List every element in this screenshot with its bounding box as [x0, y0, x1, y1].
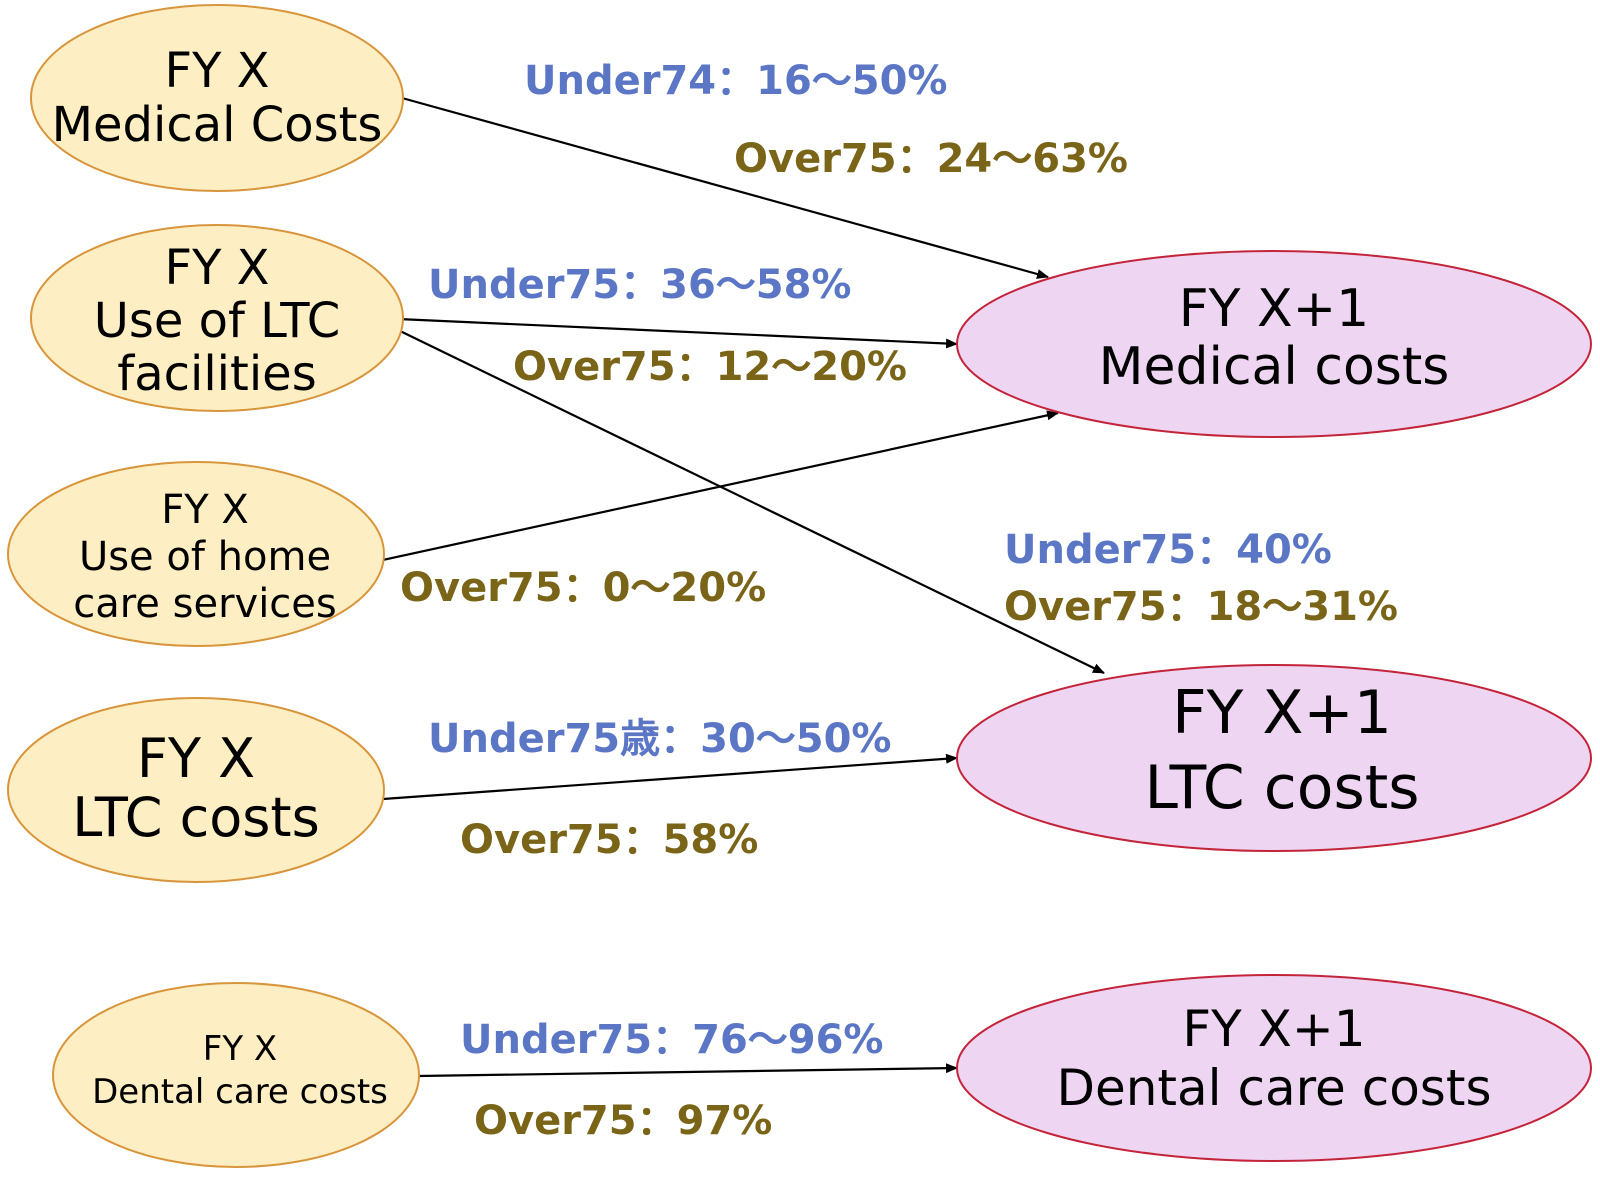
edge-facilities-to-medical — [397, 317, 958, 349]
node-fyx1-ltc-costs: FY X+1 LTC costs — [956, 664, 1592, 852]
node-line: Medical Costs — [52, 97, 383, 153]
edge-facilities-to-ltc — [397, 329, 1105, 674]
node-line: FY X+1 — [1182, 1000, 1365, 1058]
label-ltc-under: Under75歳：30～50% — [428, 716, 892, 762]
node-line: Use of LTC — [94, 293, 341, 349]
label-ltc-over: Over75：58% — [460, 817, 758, 863]
label-facilities-over: Over75：12～20% — [513, 344, 907, 390]
node-line: Use of home — [79, 534, 331, 580]
node-fyx-dental-care-costs: FY X Dental care costs — [52, 982, 420, 1168]
label-facilities-ltc-under: Under75：40% — [1004, 527, 1332, 573]
node-line: FY X — [137, 727, 255, 790]
node-line: FY X — [164, 43, 269, 99]
node-line: Medical costs — [1099, 337, 1450, 397]
node-line: FY X+1 — [1172, 678, 1392, 748]
node-line: facilities — [117, 346, 316, 402]
node-fyx-ltc-costs: FY X LTC costs — [7, 697, 385, 883]
node-line: FY X — [164, 240, 269, 296]
label-facilities-ltc-over: Over75：18～31% — [1004, 584, 1398, 630]
node-line: FY X+1 — [1179, 279, 1369, 339]
label-dental-over: Over75：97% — [474, 1098, 772, 1144]
label-facilities-under: Under75：36～58% — [428, 262, 852, 308]
node-fyx1-dental-care-costs: FY X+1 Dental care costs — [956, 974, 1592, 1162]
node-line: Dental care costs — [1056, 1059, 1491, 1117]
label-medical-over: Over75：24～63% — [734, 136, 1128, 182]
label-dental-under: Under75：76～96% — [460, 1017, 884, 1063]
node-line: LTC costs — [72, 786, 320, 849]
edge-ltc-to-ltc — [382, 753, 958, 801]
node-fyx-medical-costs: FY X Medical Costs — [30, 4, 404, 192]
node-line: care services — [73, 581, 337, 627]
label-medical-under: Under74：16～50% — [524, 58, 948, 104]
node-line: FY X — [161, 487, 249, 533]
node-line: FY X — [203, 1029, 277, 1069]
node-line: LTC costs — [1144, 753, 1419, 823]
edge-medical-to-medical — [401, 96, 1049, 279]
edge-home-to-medical — [377, 410, 1059, 563]
label-home-over: Over75：0～20% — [400, 565, 766, 611]
node-fyx-ltc-facilities: FY X Use of LTC facilities — [30, 224, 404, 412]
edge-dental-to-dental — [417, 1063, 958, 1078]
node-line: Dental care costs — [92, 1072, 388, 1112]
node-fyx1-medical-costs: FY X+1 Medical costs — [956, 250, 1592, 438]
node-fyx-home-care-services: FY X Use of home care services — [7, 461, 385, 647]
